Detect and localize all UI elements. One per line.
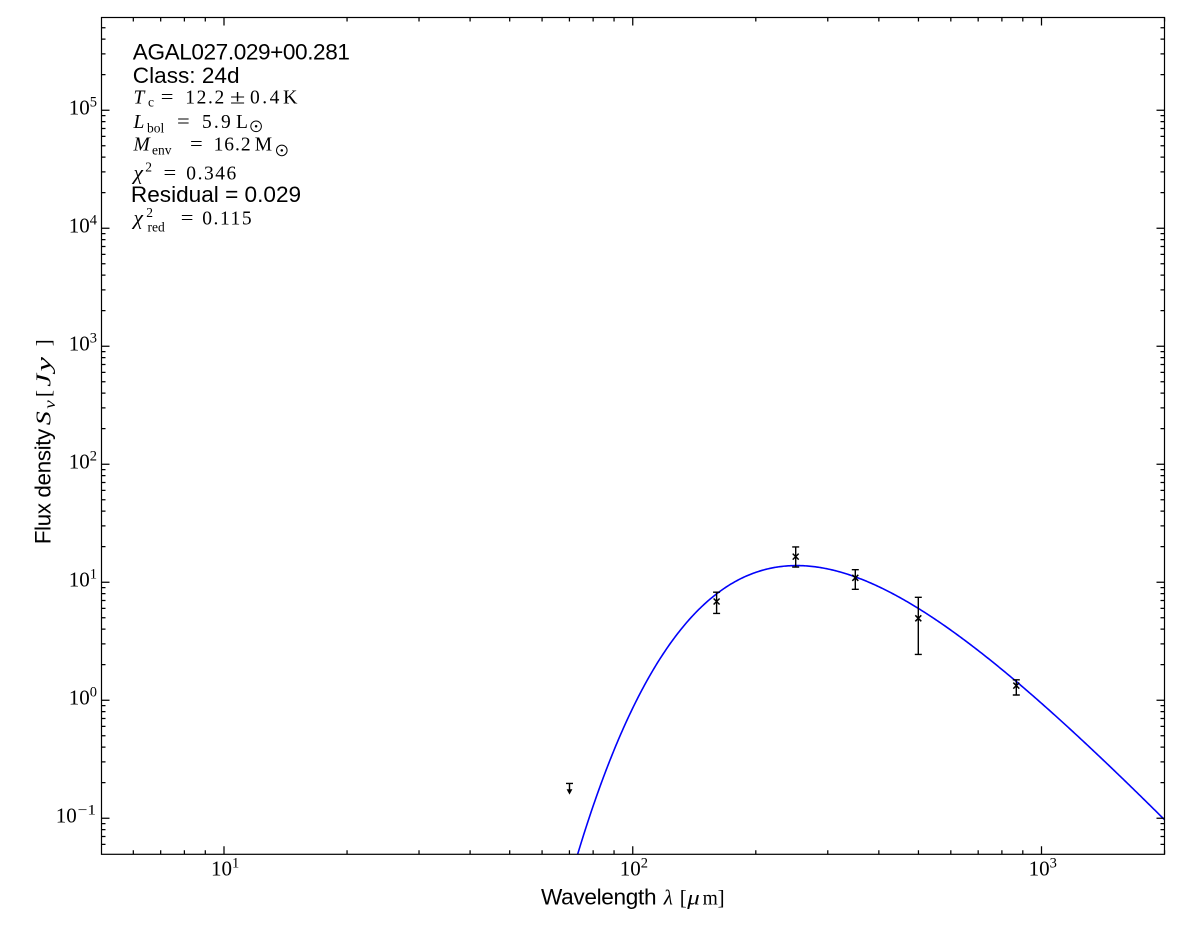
- svg-text:[: [: [680, 885, 687, 909]
- svg-text:L: L: [133, 112, 145, 133]
- svg-text:5.9: 5.9: [202, 112, 231, 133]
- svg-text:=: =: [164, 163, 177, 184]
- svg-text:bol: bol: [147, 120, 165, 135]
- svg-text:m: m: [703, 888, 718, 909]
- svg-text:red: red: [148, 220, 165, 235]
- svg-text:μ: μ: [686, 885, 700, 909]
- svg-text:c: c: [148, 94, 154, 109]
- svg-text:J: J: [32, 371, 56, 386]
- svg-text:−1: −1: [78, 803, 96, 819]
- svg-text:S: S: [32, 411, 56, 426]
- svg-text:0.346: 0.346: [186, 163, 236, 184]
- svg-text:Wavelength: Wavelength: [541, 884, 656, 909]
- svg-text:χ: χ: [132, 160, 144, 184]
- svg-text:K: K: [283, 87, 298, 109]
- svg-text:2: 2: [145, 160, 152, 175]
- svg-text:2: 2: [146, 205, 153, 220]
- svg-text:16.2: 16.2: [214, 134, 251, 155]
- svg-text:0.115: 0.115: [202, 209, 251, 230]
- svg-text:[: [: [32, 390, 56, 397]
- svg-text:Residual = 0.029: Residual = 0.029: [131, 182, 301, 207]
- svg-text:y: y: [32, 356, 56, 375]
- svg-text:Class: 24d: Class: 24d: [133, 63, 240, 88]
- svg-text:12.2: 12.2: [185, 88, 224, 109]
- svg-text:]: ]: [718, 885, 725, 909]
- svg-text:T: T: [134, 88, 146, 109]
- svg-text:M: M: [255, 134, 272, 155]
- svg-text:10: 10: [56, 804, 77, 828]
- svg-text:103: 103: [1029, 856, 1057, 881]
- svg-text:env: env: [152, 143, 172, 158]
- svg-text:±: ±: [230, 88, 245, 109]
- svg-text:=: =: [177, 112, 190, 133]
- svg-text:χ: χ: [132, 206, 144, 230]
- svg-text:Flux density: Flux density: [31, 428, 56, 544]
- svg-text:0.4: 0.4: [250, 88, 280, 109]
- svg-text:=: =: [190, 134, 203, 155]
- svg-text:M: M: [133, 134, 152, 155]
- svg-text:λ: λ: [663, 885, 673, 909]
- svg-text:]: ]: [32, 339, 56, 346]
- svg-text:ν: ν: [42, 400, 59, 409]
- svg-text:AGAL027.029+00.281: AGAL027.029+00.281: [133, 40, 350, 65]
- svg-text:L: L: [236, 112, 248, 133]
- svg-text:=: =: [181, 209, 194, 230]
- svg-text:=: =: [161, 88, 174, 109]
